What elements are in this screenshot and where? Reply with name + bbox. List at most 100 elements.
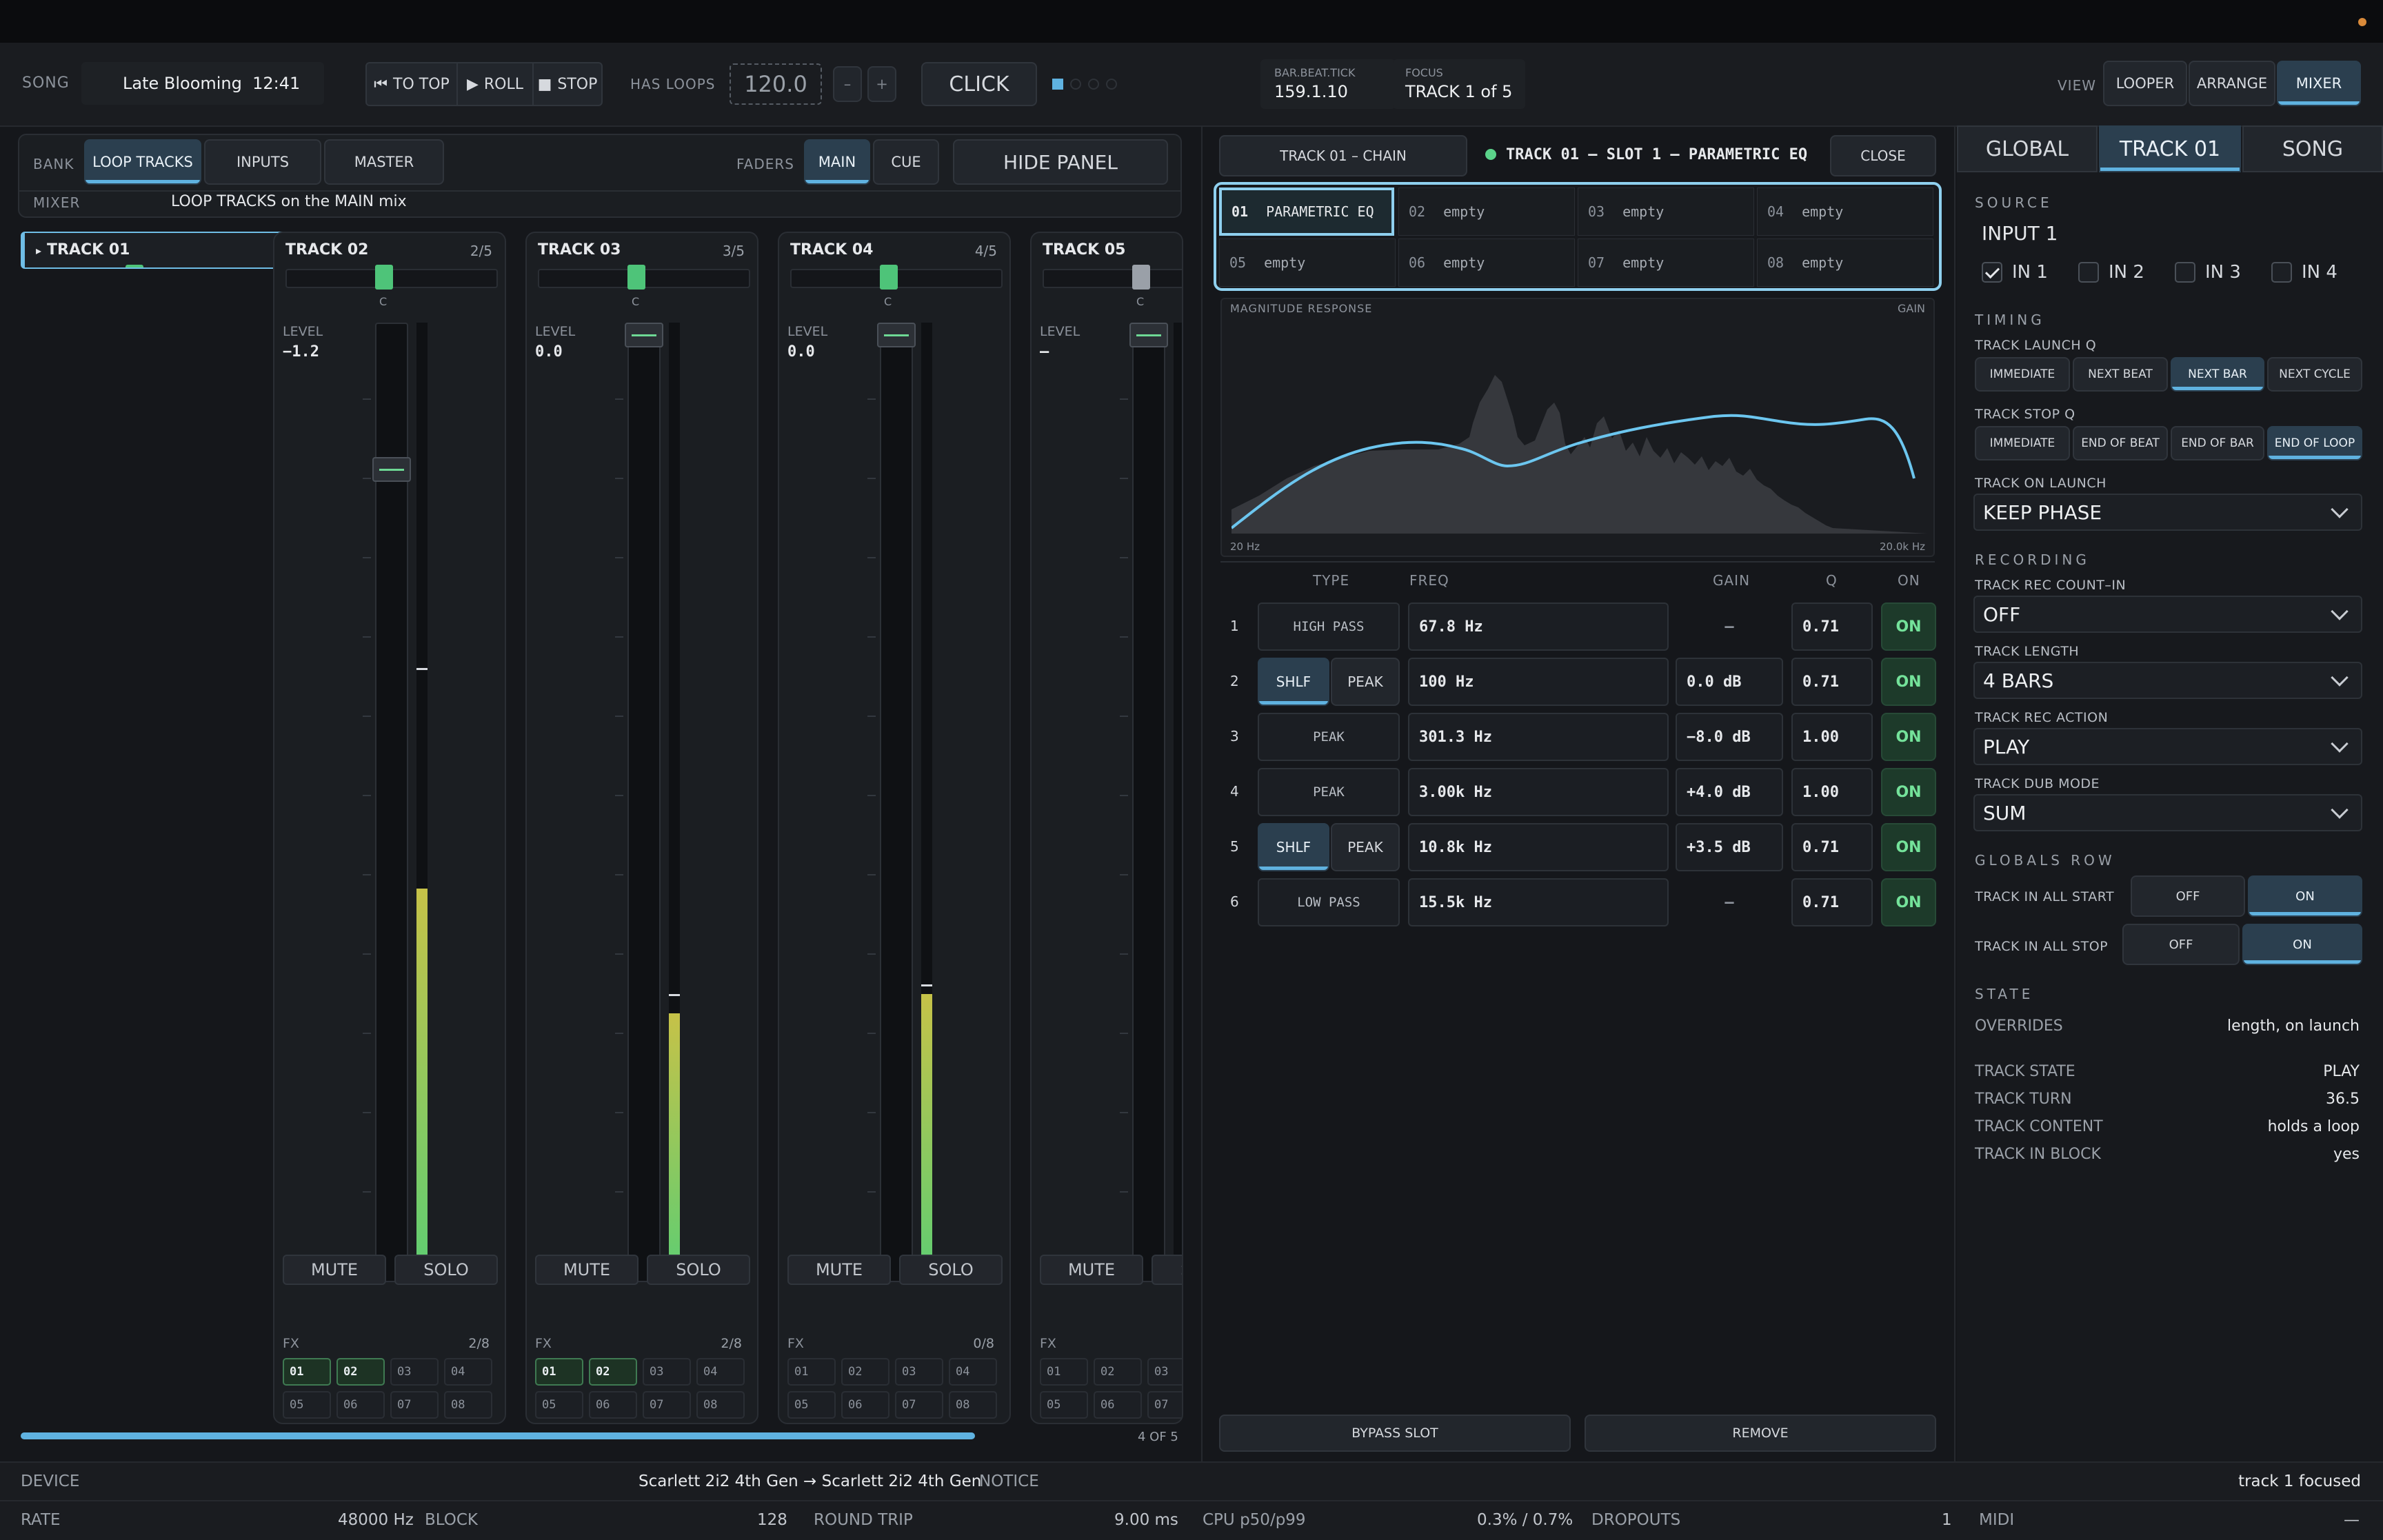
- view-looper-button[interactable]: LOOPER: [2103, 61, 2187, 106]
- fx-slot[interactable]: 06: [841, 1391, 889, 1419]
- strip-scrollbar[interactable]: [21, 1432, 975, 1439]
- fader-track[interactable]: [1132, 323, 1165, 1282]
- band-freq-field[interactable]: 67.8 Hz: [1408, 602, 1669, 651]
- stop-button[interactable]: ■ STOP: [532, 62, 603, 106]
- band-on-toggle[interactable]: ON: [1881, 878, 1936, 926]
- band-on-toggle[interactable]: ON: [1881, 658, 1936, 706]
- fx-slot[interactable]: 01: [1040, 1358, 1088, 1386]
- solo-button[interactable]: SOLO: [1152, 1255, 1182, 1285]
- stop-q-end-of-bar[interactable]: END OF BAR: [2171, 426, 2264, 460]
- mute-button[interactable]: MUTE: [283, 1255, 386, 1285]
- band-on-toggle[interactable]: ON: [1881, 602, 1936, 651]
- fx-slot[interactable]: 01: [283, 1358, 331, 1386]
- eq-graph[interactable]: MAGNITUDE RESPONSE GAIN 20 Hz 20.0k Hz: [1220, 298, 1935, 557]
- fader-handle[interactable]: [1129, 323, 1168, 347]
- expand-arrow-icon[interactable]: ▸: [36, 244, 42, 257]
- bank-master-button[interactable]: MASTER: [324, 139, 444, 185]
- pan-slider-track[interactable]: [1043, 269, 1182, 288]
- dub-mode-select[interactable]: SUM: [1973, 794, 2362, 831]
- band-freq-field[interactable]: 3.00k Hz: [1408, 768, 1669, 816]
- launch-q-next-bar[interactable]: NEXT BAR: [2171, 357, 2264, 392]
- song-display[interactable]: Late Blooming 12:41: [81, 62, 324, 105]
- fader-handle[interactable]: [625, 323, 663, 347]
- fx-slot[interactable]: 01: [787, 1358, 836, 1386]
- fader-handle[interactable]: [877, 323, 916, 347]
- bypass-slot-button[interactable]: BYPASS SLOT: [1219, 1415, 1571, 1452]
- fx-slot[interactable]: 05: [787, 1391, 836, 1419]
- band-q-field[interactable]: 0.71: [1791, 878, 1873, 926]
- band-gain-field[interactable]: –: [1725, 893, 1734, 911]
- stop-q-end-of-beat[interactable]: END OF BEAT: [2073, 426, 2168, 460]
- mute-button[interactable]: MUTE: [1040, 1255, 1143, 1285]
- chain-slot[interactable]: 04 empty: [1757, 188, 1933, 236]
- band-q-field[interactable]: 1.00: [1791, 768, 1873, 816]
- all-stop-on-button[interactable]: ON: [2242, 924, 2362, 965]
- view-arrange-button[interactable]: ARRANGE: [2189, 61, 2275, 106]
- band-gain-field[interactable]: 0.0 dB: [1676, 658, 1783, 706]
- fx-slot[interactable]: 06: [336, 1391, 385, 1419]
- in-4-checkbox[interactable]: [2271, 262, 2292, 283]
- fx-slot[interactable]: 02: [841, 1358, 889, 1386]
- band-type[interactable]: PEAK: [1258, 768, 1400, 816]
- band-type[interactable]: HIGH PASS: [1258, 602, 1400, 651]
- faders-main-button[interactable]: MAIN: [804, 139, 870, 185]
- faders-cue-button[interactable]: CUE: [873, 139, 939, 185]
- band-gain-field[interactable]: −8.0 dB: [1676, 713, 1783, 761]
- fader-track[interactable]: [375, 323, 408, 1282]
- click-button[interactable]: CLICK: [921, 62, 1037, 106]
- chain-slot[interactable]: 02 empty: [1398, 188, 1575, 236]
- fx-slot[interactable]: 05: [283, 1391, 331, 1419]
- fx-slot[interactable]: 08: [444, 1391, 492, 1419]
- fx-slot[interactable]: 02: [589, 1358, 637, 1386]
- channel-strip[interactable]: TRACK 03 3/5 C LEVEL 0.0 MUTE SOLO FX 2/8 01 02 03 0…: [525, 232, 758, 1424]
- fx-slot[interactable]: 06: [1094, 1391, 1142, 1419]
- pan-knob[interactable]: [880, 265, 898, 290]
- chain-slot[interactable]: 01 PARAMETRIC EQ: [1219, 188, 1394, 236]
- stop-q-end-of-loop[interactable]: END OF LOOP: [2267, 426, 2362, 460]
- solo-button[interactable]: SOLO: [899, 1255, 1003, 1285]
- chain-button[interactable]: TRACK 01 – CHAIN: [1219, 135, 1467, 176]
- band-q-field[interactable]: 0.71: [1791, 823, 1873, 871]
- band-on-toggle[interactable]: ON: [1881, 823, 1936, 871]
- pan-knob[interactable]: [1132, 265, 1150, 290]
- fx-slot[interactable]: 07: [1147, 1391, 1182, 1419]
- tempo-field[interactable]: 120.0: [730, 63, 822, 105]
- band-type[interactable]: LOW PASS: [1258, 878, 1400, 926]
- band-freq-field[interactable]: 100 Hz: [1408, 658, 1669, 706]
- to-top-button[interactable]: ⏮ TO TOP: [365, 62, 458, 106]
- pan-knob[interactable]: [125, 265, 143, 267]
- band-peak-button[interactable]: PEAK: [1331, 658, 1400, 706]
- fx-slot[interactable]: 01: [535, 1358, 583, 1386]
- view-mixer-button[interactable]: MIXER: [2277, 61, 2361, 106]
- fx-slot[interactable]: 07: [390, 1391, 439, 1419]
- remove-slot-button[interactable]: REMOVE: [1585, 1415, 1936, 1452]
- in-1-checkbox[interactable]: [1982, 262, 2002, 283]
- fx-slot[interactable]: 04: [444, 1358, 492, 1386]
- solo-button[interactable]: SOLO: [647, 1255, 750, 1285]
- fx-slot[interactable]: 08: [949, 1391, 997, 1419]
- all-start-on-button[interactable]: ON: [2248, 875, 2362, 917]
- band-freq-field[interactable]: 15.5k Hz: [1408, 878, 1669, 926]
- band-shelf-button[interactable]: SHLF: [1258, 823, 1329, 871]
- chain-slot[interactable]: 07 empty: [1578, 239, 1754, 287]
- chain-close-button[interactable]: CLOSE: [1830, 135, 1936, 176]
- channel-strip[interactable]: TRACK 04 4/5 C LEVEL 0.0 MUTE SOLO FX 0/8 01 02 03 0…: [778, 232, 1011, 1424]
- chain-slot[interactable]: 03 empty: [1578, 188, 1754, 236]
- band-gain-field[interactable]: –: [1725, 618, 1734, 636]
- band-freq-field[interactable]: 301.3 Hz: [1408, 713, 1669, 761]
- band-q-field[interactable]: 1.00: [1791, 713, 1873, 761]
- stop-q-immediate[interactable]: IMMEDIATE: [1975, 426, 2070, 460]
- bank-loop-tracks-button[interactable]: LOOP TRACKS: [84, 139, 201, 185]
- fx-slot[interactable]: 03: [643, 1358, 691, 1386]
- length-select[interactable]: 4 BARS: [1973, 662, 2362, 699]
- fx-slot[interactable]: 05: [535, 1391, 583, 1419]
- fx-slot[interactable]: 04: [696, 1358, 745, 1386]
- chain-slot[interactable]: 06 empty: [1398, 239, 1575, 287]
- fader-track[interactable]: [627, 323, 661, 1282]
- on-launch-select[interactable]: KEEP PHASE: [1973, 494, 2362, 531]
- band-q-field[interactable]: 0.71: [1791, 602, 1873, 651]
- fx-slot[interactable]: 02: [336, 1358, 385, 1386]
- all-start-off-button[interactable]: OFF: [2131, 875, 2245, 917]
- pan-knob[interactable]: [627, 265, 645, 290]
- rec-action-select[interactable]: PLAY: [1973, 728, 2362, 765]
